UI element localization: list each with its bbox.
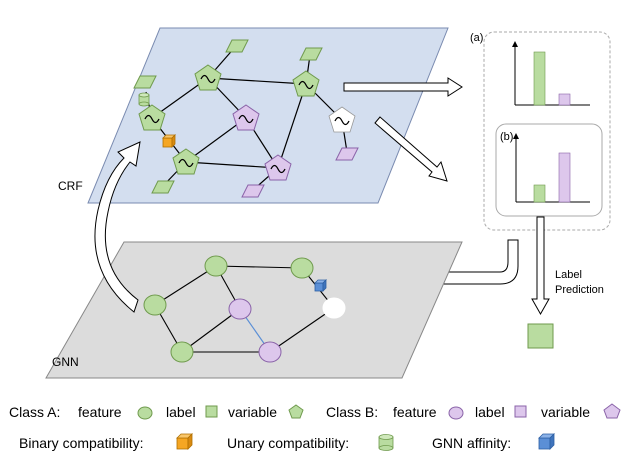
crf-variable-unknown: [328, 106, 356, 133]
crf-label-a-3: [299, 47, 323, 61]
gnn-node-a-3: [290, 257, 314, 279]
arrow-label-prediction: [531, 216, 550, 316]
predicted-label: [527, 323, 554, 349]
crf-unary-cylinder: [138, 92, 150, 107]
panel-b-label: (b): [500, 131, 513, 143]
panel-b: [495, 123, 603, 217]
arrow-crf-to-panel-a: [343, 77, 463, 97]
gnn-node-b-2: [258, 341, 282, 363]
crf-variable-b-2: [264, 154, 292, 181]
legend-class-a-feature: feature: [78, 404, 122, 420]
legend-class-a-variable: variable: [228, 404, 277, 420]
crf-label-b-2: [335, 147, 359, 161]
gnn-node-b-1: [228, 298, 252, 320]
panel-a: [483, 31, 611, 231]
crf-label-a-2: [225, 39, 249, 53]
panel-a-label: (a): [470, 32, 483, 44]
legend-class-b-label: label: [475, 404, 505, 420]
crf-label-a-4: [151, 180, 175, 194]
gnn-plane: [45, 241, 463, 379]
panel-b-bar-b: [558, 152, 571, 203]
legend-class-b-label-icon: [514, 405, 527, 418]
arrow-gnn-to-crf: [94, 141, 141, 313]
arrow-crf-to-panel-b: [374, 116, 448, 182]
sine-icon: [200, 74, 216, 84]
legend-unary-cylinder-icon: [378, 434, 394, 451]
legend-class-b-feature-icon: [448, 406, 464, 420]
legend-class-a-label-icon: [205, 405, 218, 418]
sine-icon: [178, 158, 194, 168]
crf-label-nodes: [133, 39, 359, 198]
legend: Class A: feature label variable Class B:…: [9, 403, 621, 451]
crf-binary-cube: [162, 134, 176, 148]
legend-binary: Binary compatibility:: [19, 435, 144, 451]
legend-class-b-feature: feature: [393, 404, 437, 420]
legend-class-a-variable-icon: [288, 404, 304, 419]
crf-label: CRF: [58, 179, 83, 193]
legend-gnn-affinity-cube-icon: [538, 433, 555, 450]
crf-variable-a-2: [194, 64, 222, 91]
legend-unary: Unary compatibility:: [227, 435, 349, 451]
label-prediction-line1: Label: [555, 269, 582, 281]
sine-icon: [270, 164, 286, 174]
crf-variable-b-1: [232, 104, 260, 131]
crf-variable-a-3: [292, 70, 320, 97]
crf-label-a-1: [133, 75, 157, 89]
legend-class-a: Class A:: [9, 404, 60, 420]
label-prediction-line2: Prediction: [555, 284, 604, 296]
legend-class-b-variable-icon: [603, 403, 621, 419]
sine-icon: [238, 114, 254, 124]
sine-icon: [298, 80, 314, 90]
panel-a-bar-a: [533, 51, 546, 106]
gnn-label: GNN: [52, 355, 79, 369]
crf-variable-a-1: [138, 104, 166, 131]
gnn-affinity-cube: [314, 279, 327, 292]
gnn-node-a-4: [170, 341, 194, 363]
panel-a-chart: [512, 41, 590, 106]
legend-class-a-label: label: [166, 404, 196, 420]
legend-class-b-variable: variable: [541, 404, 590, 420]
gnn-node-a-2: [204, 255, 228, 277]
panel-a-bar-b: [558, 93, 571, 106]
gnn-node-unknown: [322, 297, 346, 319]
legend-gnn-affinity: GNN affinity:: [432, 435, 511, 451]
crf-variable-a-4: [172, 148, 200, 175]
crf-label-b-1: [241, 184, 265, 198]
gnn-node-a-1: [143, 294, 167, 316]
panel-b-bar-a: [533, 184, 546, 203]
legend-class-a-feature-icon: [137, 406, 153, 420]
legend-class-b: Class B:: [326, 404, 378, 420]
gnn-nodes: [143, 255, 346, 363]
sine-icon: [144, 114, 160, 124]
sine-icon: [334, 116, 350, 126]
legend-binary-cube-icon: [176, 433, 193, 450]
crf-variable-nodes: [138, 64, 356, 181]
panel-b-chart: [513, 133, 590, 203]
